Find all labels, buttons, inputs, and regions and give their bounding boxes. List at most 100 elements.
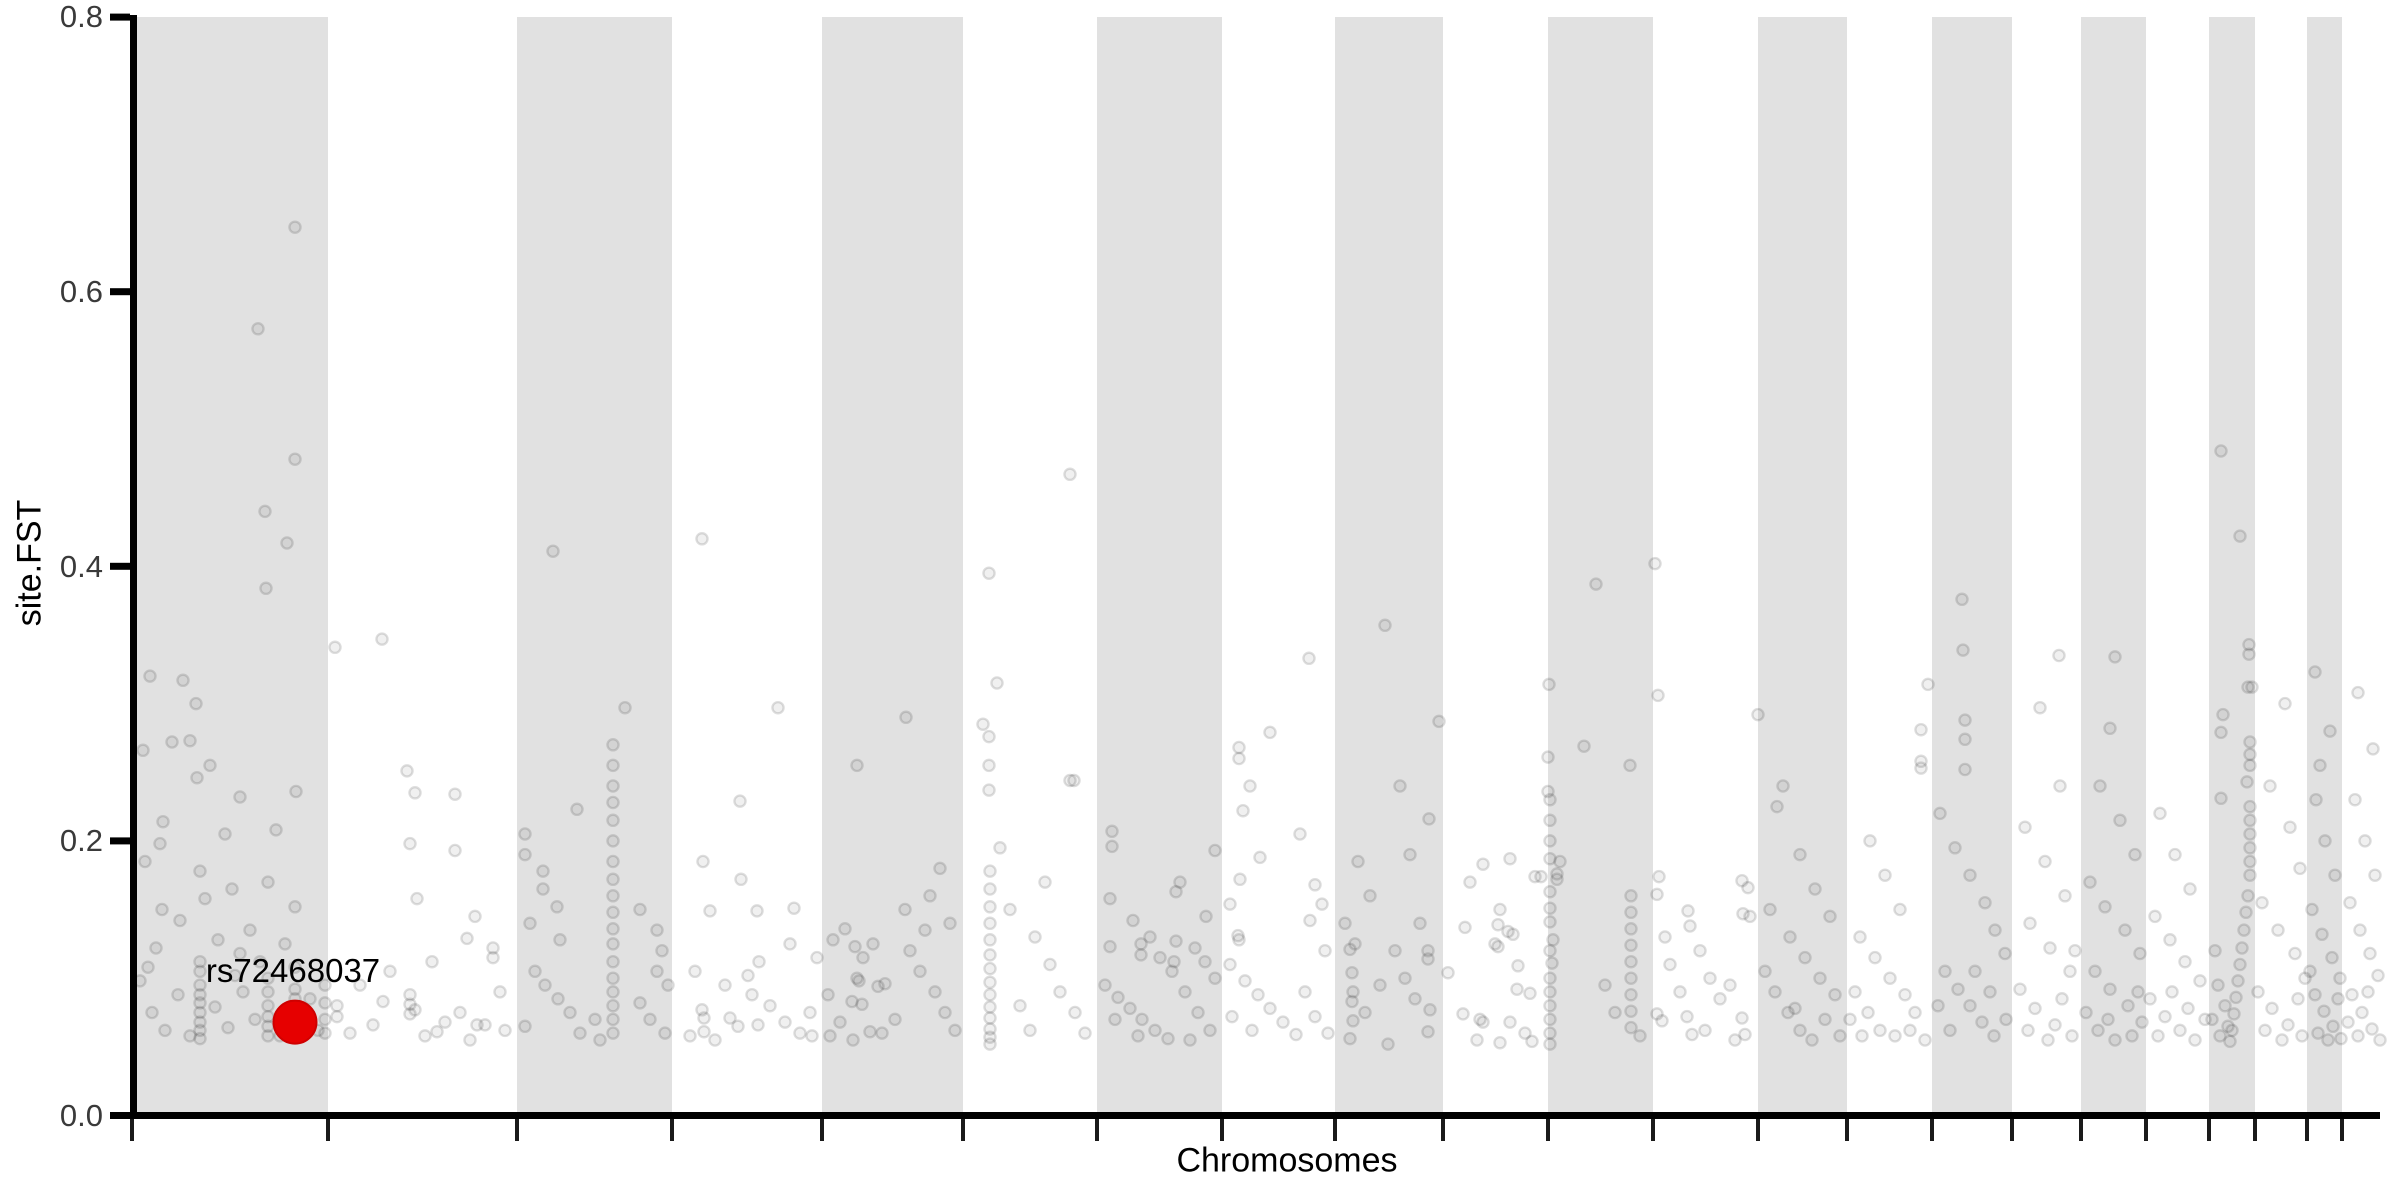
snp-point bbox=[2241, 889, 2255, 903]
x-tick-chromosome-16 bbox=[2010, 1119, 2014, 1141]
highlighted-snp-point bbox=[272, 999, 318, 1045]
snp-point bbox=[258, 504, 272, 519]
snp-point bbox=[1232, 933, 1246, 947]
snp-point bbox=[2231, 974, 2245, 988]
snp-point bbox=[943, 916, 957, 931]
chromosome-band-21 bbox=[2307, 17, 2342, 1112]
snp-point bbox=[723, 1011, 737, 1025]
snp-point bbox=[1108, 1012, 1122, 1027]
snp-point bbox=[1541, 784, 1555, 799]
snp-point bbox=[2245, 680, 2259, 694]
snp-point bbox=[1053, 985, 1067, 999]
snp-point bbox=[852, 974, 866, 988]
snp-point bbox=[303, 992, 317, 1006]
snp-point bbox=[551, 992, 565, 1006]
snp-point bbox=[898, 902, 912, 917]
snp-point bbox=[1650, 887, 1664, 902]
snp-point bbox=[2113, 813, 2127, 828]
snp-point bbox=[278, 937, 292, 951]
snp-point bbox=[261, 875, 275, 889]
snp-point bbox=[1903, 1023, 1917, 1038]
snp-point bbox=[1673, 985, 1687, 999]
snp-point bbox=[1833, 1029, 1847, 1043]
snp-point bbox=[1506, 927, 1520, 942]
snp-point bbox=[1363, 889, 1377, 903]
snp-point bbox=[375, 632, 389, 646]
snp-point bbox=[236, 985, 250, 999]
snp-point bbox=[193, 978, 207, 992]
snp-point bbox=[1545, 956, 1559, 970]
snp-point bbox=[288, 900, 302, 914]
snp-point bbox=[903, 943, 917, 958]
snp-point bbox=[650, 964, 664, 979]
snp-point bbox=[2333, 971, 2347, 985]
snp-point bbox=[606, 779, 620, 793]
snp-point bbox=[2305, 902, 2319, 917]
x-axis-title: Chromosomes bbox=[1176, 1141, 1398, 1180]
snp-point bbox=[606, 1026, 620, 1040]
y-tick-0.2 bbox=[110, 837, 130, 845]
snp-point bbox=[318, 1012, 332, 1027]
snp-point bbox=[1023, 1023, 1037, 1038]
snp-point bbox=[1663, 957, 1677, 972]
snp-point bbox=[1951, 982, 1965, 996]
snp-point bbox=[2288, 946, 2302, 961]
snp-point bbox=[2328, 868, 2342, 882]
snp-point bbox=[2363, 946, 2377, 961]
snp-point bbox=[606, 985, 620, 999]
snp-point bbox=[2181, 1001, 2195, 1016]
snp-point bbox=[1126, 913, 1140, 928]
snp-point bbox=[1298, 985, 1312, 999]
snp-point bbox=[261, 998, 275, 1013]
snp-point bbox=[233, 946, 247, 961]
x-tick-chromosome-15 bbox=[1930, 1119, 1934, 1141]
snp-point bbox=[695, 532, 709, 546]
snp-point bbox=[1105, 824, 1119, 839]
snp-point bbox=[2214, 444, 2228, 458]
snp-point bbox=[2251, 985, 2265, 999]
snp-point bbox=[826, 933, 840, 947]
snp-point bbox=[1413, 916, 1427, 931]
snp-point bbox=[155, 902, 169, 917]
x-tick-chromosome-7 bbox=[1095, 1119, 1099, 1141]
snp-point bbox=[1343, 942, 1357, 957]
snp-point bbox=[149, 941, 163, 955]
snp-point bbox=[1813, 971, 1827, 985]
snp-point bbox=[2298, 971, 2312, 985]
chromosome-band-13 bbox=[1758, 17, 1847, 1112]
snp-point bbox=[1243, 779, 1257, 793]
snp-point bbox=[2103, 721, 2117, 736]
snp-point bbox=[2348, 792, 2362, 807]
snp-point bbox=[1293, 827, 1307, 841]
snp-point bbox=[1491, 939, 1505, 954]
snp-point bbox=[1735, 873, 1749, 888]
snp-point bbox=[1105, 839, 1119, 854]
snp-point bbox=[983, 916, 997, 931]
snp-point bbox=[1078, 1026, 1092, 1040]
snp-point bbox=[1633, 1029, 1647, 1043]
snp-point bbox=[2295, 1029, 2309, 1043]
snp-point bbox=[1693, 943, 1707, 958]
snp-point bbox=[982, 758, 996, 773]
snp-point bbox=[408, 1003, 422, 1017]
snp-point bbox=[1998, 946, 2012, 961]
snp-point bbox=[866, 937, 880, 951]
snp-point bbox=[695, 1003, 709, 1017]
snp-point bbox=[403, 997, 417, 1012]
x-tick-chromosome-10 bbox=[1441, 1119, 1445, 1141]
snp-point bbox=[643, 1012, 657, 1027]
snp-point bbox=[145, 1005, 159, 1020]
snp-point bbox=[983, 961, 997, 976]
snp-point bbox=[1908, 1005, 1922, 1020]
snp-point bbox=[983, 975, 997, 990]
snp-point bbox=[1263, 725, 1277, 740]
snp-point bbox=[2221, 1019, 2235, 1034]
snp-point bbox=[486, 941, 500, 955]
snp-point bbox=[606, 954, 620, 969]
snp-point bbox=[1805, 1033, 1819, 1047]
snp-point bbox=[1134, 937, 1148, 951]
snp-point bbox=[2243, 735, 2257, 749]
snp-point bbox=[1003, 902, 1017, 917]
snp-point bbox=[1302, 651, 1316, 666]
snp-point bbox=[1914, 761, 1928, 775]
